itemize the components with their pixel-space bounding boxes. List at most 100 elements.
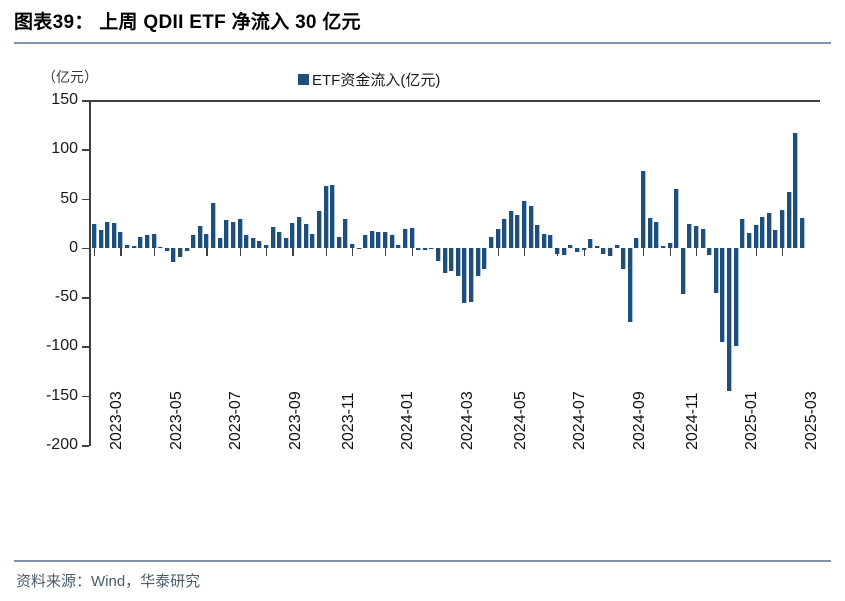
bar [694,226,699,248]
bar [389,235,395,248]
bar [297,217,303,248]
x-tick-label: 2024-01 [399,391,417,450]
bar [310,234,316,248]
bar [760,217,766,248]
bar [449,247,455,271]
bar [746,233,752,248]
x-tick-mark [266,247,268,256]
bar [502,219,508,248]
y-tick-label: -100 [45,337,78,355]
bar [674,188,680,248]
bar [522,200,527,248]
bar [402,229,408,248]
bar [396,244,402,248]
x-tick-label: 2023-03 [108,391,125,450]
header-divider [14,42,831,44]
x-tick-mark [352,247,354,256]
x-tick-mark [153,247,155,256]
bar [647,218,653,248]
bar [118,232,124,248]
x-tick-label: 2025-03 [802,391,820,450]
bar [535,225,541,248]
bar [336,237,342,248]
bar [614,244,620,248]
y-tick-label: -150 [45,386,78,404]
y-tick-mark [82,247,89,250]
bar [495,229,501,248]
bar [594,245,600,248]
bar [621,247,627,269]
bar [144,235,150,248]
bar [713,247,719,294]
x-tick-mark [782,247,784,256]
bar [793,132,799,248]
bar [667,242,673,248]
y-tick-label: 50 [60,189,78,207]
bar [660,245,666,248]
bar [105,222,111,248]
bar [283,238,289,248]
x-tick-mark [180,247,182,256]
x-tick-mark [497,247,499,256]
y-axis-unit-label: （亿元） [42,69,98,85]
chart-legend: ETF资金流入(亿元) [298,69,440,90]
bar [92,224,97,248]
bar [303,224,309,248]
bar [561,247,567,255]
bar [151,234,157,248]
y-tick-mark [82,346,89,348]
y-tick-mark [82,149,89,151]
bar [634,238,640,248]
y-tick-label: 100 [51,140,78,158]
bar [164,247,170,251]
source-note: 资料来源：Wind，华泰研究 [16,573,201,590]
y-axis-line [89,100,91,446]
bar [482,247,488,269]
bar [217,238,223,248]
bar [574,247,580,252]
x-tick-mark [411,247,413,256]
bar [462,247,468,304]
bar [158,246,164,248]
y-tick-mark [82,297,89,299]
bar [773,230,779,248]
bar [733,247,739,347]
x-tick-label: 2024-05 [511,391,529,450]
zero-baseline [89,100,820,102]
bar [568,244,574,248]
y-tick-label: 0 [69,238,78,256]
bar [376,232,382,248]
y-tick-label: 150 [51,91,78,108]
chart-panel: （亿元） ETF资金流入(亿元) 150 100 50 0 -50 -100 -150 -20… [0,44,845,549]
bar [416,247,422,250]
bar [641,170,647,248]
bar [753,225,759,248]
x-tick-mark [385,247,387,256]
bar [350,243,355,248]
bar [429,247,435,249]
x-tick-mark [120,247,122,256]
bar [257,240,263,248]
x-tick-label: 2024-03 [458,391,476,450]
y-tick-mark [82,445,89,447]
bar [548,235,554,248]
bar [363,235,369,248]
x-tick-label: 2024-07 [571,391,589,450]
bar [455,247,461,277]
bar [277,232,283,248]
bar [191,235,197,248]
bar [204,234,210,248]
bar [707,247,713,255]
x-tick-mark [524,247,526,256]
bar [799,218,805,248]
x-tick-label: 2023-07 [227,391,245,450]
bar [250,238,256,248]
bar [780,210,785,248]
bar [131,245,137,248]
bar [343,219,349,248]
bar [541,234,547,248]
bar [138,237,144,248]
x-tick-mark [696,247,698,256]
bar [654,222,660,248]
bar [508,211,514,248]
